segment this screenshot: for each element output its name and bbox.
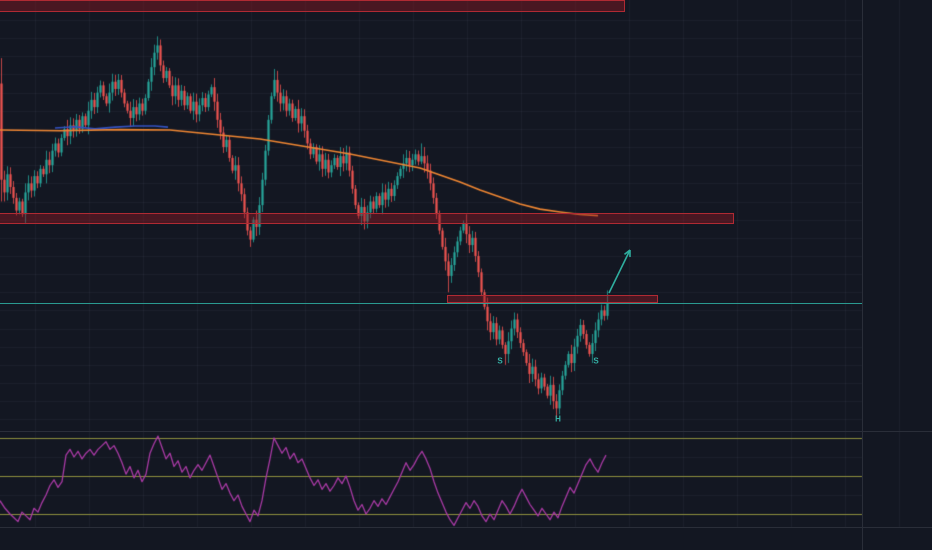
pane-separator[interactable] — [0, 431, 932, 432]
time-axis-separator — [0, 527, 932, 528]
price-scale[interactable]: 121.400121.300121.200121.100121.000120.9… — [862, 0, 932, 527]
time-scale[interactable]: Nov456781112131415181920212225 — [0, 527, 932, 550]
price-axis-separator — [862, 0, 863, 550]
